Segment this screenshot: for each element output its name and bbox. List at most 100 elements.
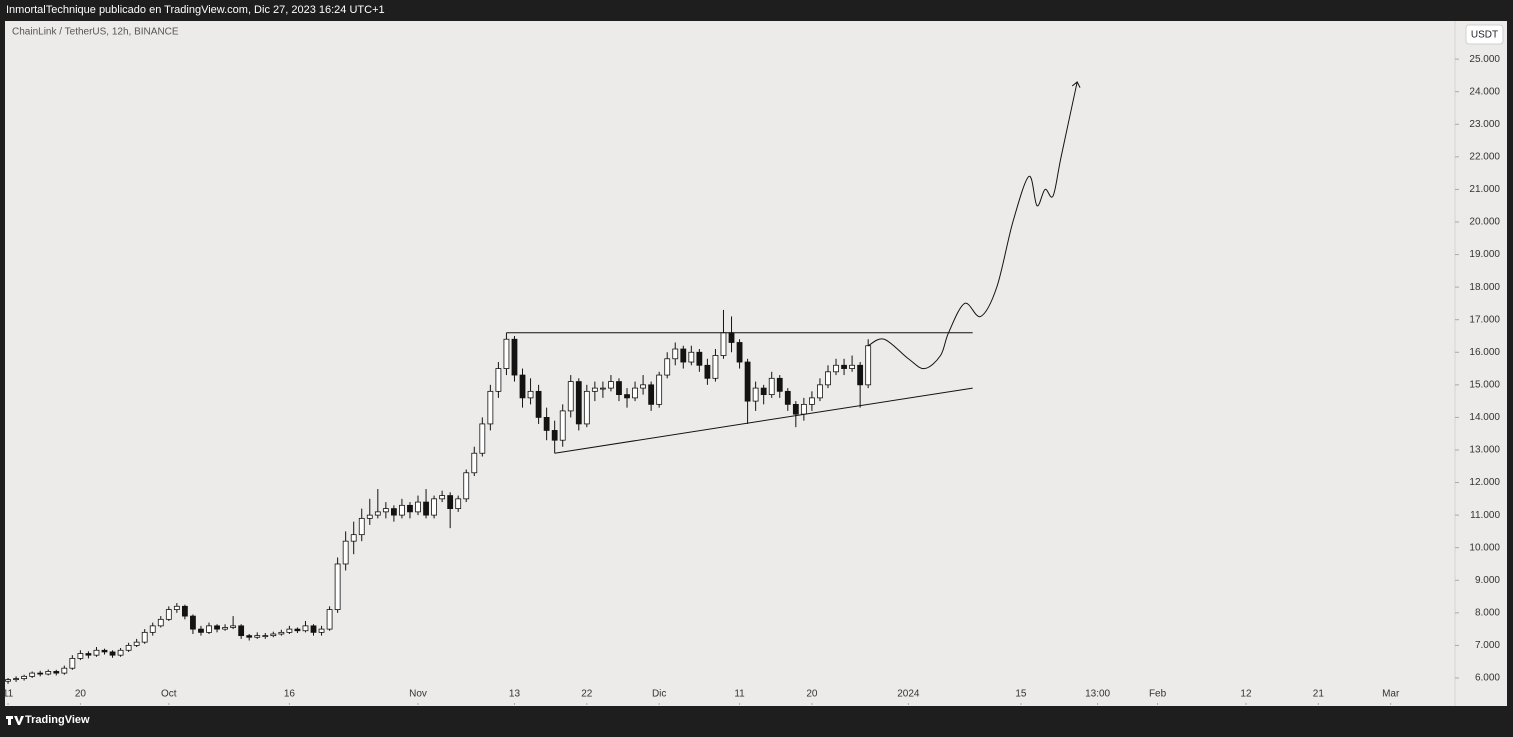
candle-body	[833, 364, 839, 373]
candle-body	[696, 351, 703, 366]
plot: 6.000 7.000 8.000 9.000 10.000 11.000 12.000 13…	[3, 54, 1500, 705]
y-tick-label: 11.000	[1470, 510, 1500, 521]
x-tick-label: Dic	[652, 689, 666, 700]
candle-body	[374, 511, 381, 516]
candle-body	[720, 332, 727, 356]
candle-body	[608, 381, 614, 389]
candle-body	[728, 332, 735, 343]
candle-body	[246, 635, 253, 638]
y-tick-label: 24.000	[1469, 86, 1500, 97]
x-tick-label: 22	[581, 689, 593, 700]
candle-body	[350, 534, 357, 542]
candle-body	[407, 504, 413, 513]
candle-body	[390, 508, 397, 516]
candle-body	[632, 387, 638, 399]
candle-body	[704, 364, 711, 379]
candle-body	[495, 368, 502, 392]
candle-body	[672, 348, 679, 360]
candle-body	[664, 358, 671, 376]
y-tick-label: 21.000	[1469, 184, 1500, 195]
plot-background	[5, 21, 1507, 706]
candle-body	[624, 394, 630, 399]
symbol-title: ChainLink / TetherUS, 12h, BINANCE	[12, 27, 179, 38]
candle-body	[141, 631, 148, 643]
candle-body	[760, 387, 767, 396]
candle-body	[165, 609, 172, 620]
candle-body	[206, 625, 212, 633]
candle-body	[77, 653, 84, 659]
candle-body	[656, 374, 663, 405]
candle-body	[318, 628, 325, 633]
candle-body	[53, 671, 60, 674]
candle-body	[326, 609, 333, 630]
x-tick-label: 15	[1015, 689, 1027, 700]
candle-body	[5, 679, 11, 682]
candle-body	[254, 635, 261, 638]
candle-body	[817, 384, 823, 399]
x-tick-label: 21	[1313, 689, 1325, 700]
x-tick-label: 2024	[897, 689, 920, 700]
candle-body	[334, 563, 341, 610]
candle-body	[712, 355, 719, 379]
y-tick-label: 9.000	[1475, 575, 1500, 586]
candle-body	[768, 377, 775, 396]
candle-body	[792, 403, 799, 415]
candle-body	[230, 625, 237, 628]
currency-box[interactable]	[1465, 24, 1504, 45]
candle-body	[776, 377, 783, 392]
y-tick-label: 16.000	[1469, 347, 1500, 358]
candle-body	[423, 501, 429, 516]
candle-body	[825, 371, 831, 386]
x-tick-label: 11	[734, 689, 745, 700]
candle-body	[13, 678, 19, 681]
candle-body	[21, 675, 28, 680]
y-tick-label: 25.000	[1469, 54, 1500, 65]
x-tick-label: Feb	[1149, 689, 1167, 700]
candle-body	[503, 338, 510, 369]
y-tick-label: 12.000	[1469, 477, 1500, 488]
y-tick-label: 15.000	[1469, 379, 1500, 390]
candle-body	[117, 649, 124, 656]
candle-body	[487, 390, 494, 425]
candle-body	[447, 495, 454, 510]
y-tick-label: 7.000	[1475, 640, 1500, 651]
candle-body	[471, 452, 478, 474]
candle-body	[527, 390, 534, 399]
candle-body	[262, 635, 269, 638]
y-tick-label: 8.000	[1475, 607, 1500, 618]
candle-body	[439, 495, 446, 500]
candle-body	[865, 345, 872, 386]
candle-body	[535, 390, 542, 418]
candle-body	[29, 672, 36, 677]
y-tick-label: 6.000	[1475, 673, 1500, 684]
candle-body	[93, 649, 100, 656]
y-tick-label: 18.000	[1469, 282, 1500, 293]
candle-body	[415, 501, 421, 513]
candle-body	[294, 628, 301, 632]
candle-body	[736, 342, 743, 363]
trend-line	[554, 387, 973, 454]
y-tick-label: 19.000	[1469, 249, 1500, 260]
y-tick-label: 20.000	[1469, 217, 1500, 228]
candle-body	[479, 423, 486, 454]
candle-body	[214, 625, 220, 630]
candle-body	[591, 387, 598, 392]
candle-body	[286, 628, 293, 633]
x-tick-label: Nov	[409, 689, 427, 700]
candle-body	[157, 618, 164, 627]
candle-body	[101, 649, 108, 653]
candle-body	[841, 364, 847, 369]
candle-body	[37, 672, 44, 675]
candle-body	[463, 472, 470, 500]
candle-body	[455, 498, 462, 510]
y-tick-label: 10.000	[1469, 542, 1500, 553]
candle-body	[648, 384, 655, 405]
x-tick-label: 20	[75, 689, 87, 700]
candle-body	[133, 641, 140, 646]
candle-body	[109, 651, 116, 656]
y-tick-label: 22.000	[1469, 151, 1500, 162]
candle-body	[69, 658, 76, 669]
candle-body	[399, 504, 405, 516]
x-tick-label: 13:00	[1085, 689, 1110, 700]
